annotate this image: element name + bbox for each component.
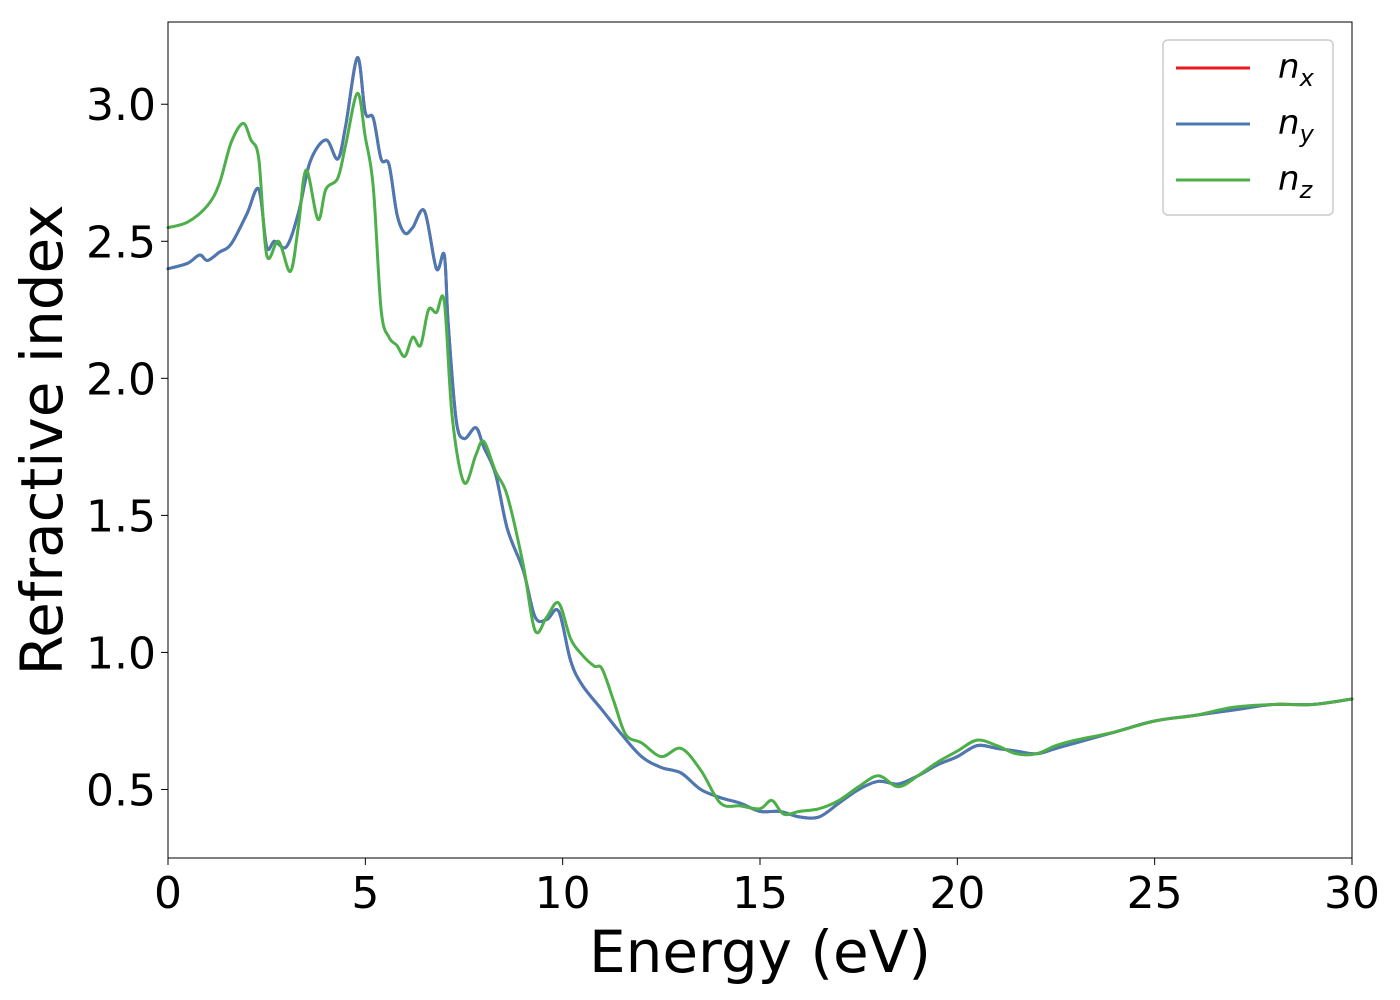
- x-tick-label: 30: [1324, 868, 1380, 919]
- y-tick-label: 1.0: [86, 628, 156, 679]
- x-tick-label: 25: [1127, 868, 1183, 919]
- legend-box: [1162, 39, 1334, 216]
- x-tick-label: 15: [732, 868, 788, 919]
- legend-label-n-x: nx: [1278, 47, 1315, 92]
- x-tick-label: 0: [154, 868, 182, 919]
- y-axis-title: Refractive index: [8, 204, 76, 675]
- x-axis-ticks: 0 5 10 15 20 25 30: [154, 858, 1380, 919]
- y-tick-label: 0.5: [86, 765, 156, 816]
- y-tick-label: 3.0: [86, 80, 156, 131]
- series-layer: [166, 56, 1354, 820]
- x-axis-title: Energy (eV): [589, 918, 931, 986]
- x-tick-label: 10: [535, 868, 591, 919]
- legend: nx ny nz: [1162, 39, 1334, 216]
- y-tick-label: 2.5: [86, 217, 156, 268]
- legend-label-n-z: nz: [1278, 159, 1314, 204]
- x-tick-label: 20: [929, 868, 985, 919]
- y-tick-label: 2.0: [86, 354, 156, 405]
- y-axis-ticks: 0.5 1.0 1.5 2.0 2.5 3.0: [86, 80, 168, 816]
- x-tick-label: 5: [351, 868, 379, 919]
- series-line-n-y: [166, 56, 1354, 820]
- legend-label-n-y: ny: [1278, 103, 1315, 148]
- y-tick-label: 1.5: [86, 491, 156, 542]
- series-line-n-z: [166, 91, 1354, 817]
